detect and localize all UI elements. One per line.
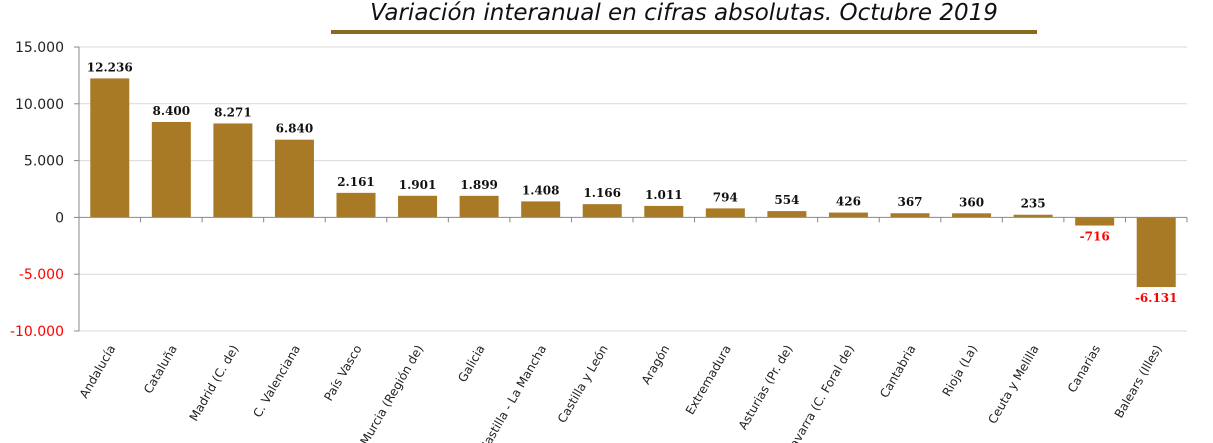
x-tick-label: Murcia (Región de) <box>358 343 427 443</box>
value-label: 360 <box>959 195 984 209</box>
value-label: 367 <box>897 195 922 209</box>
x-tick-label: Extremadura <box>683 343 734 418</box>
chart-title: Variación interanual en cifras absolutas… <box>370 0 998 26</box>
x-tick-label: Castilla - La Mancha <box>477 343 549 443</box>
bar <box>213 123 253 218</box>
value-label: -716 <box>1080 230 1110 244</box>
x-tick-label: Rioja (La) <box>940 343 981 399</box>
value-label: 1.011 <box>645 188 683 202</box>
y-tick-label: -10.000 <box>10 324 64 340</box>
x-tick-label: Cantabria <box>877 343 918 401</box>
bar <box>90 78 130 218</box>
bar <box>459 195 499 218</box>
bar <box>952 213 992 218</box>
value-label: 1.408 <box>522 183 560 197</box>
x-tick-label: Castilla y León <box>555 343 611 426</box>
bar <box>274 139 314 218</box>
value-label: 235 <box>1021 197 1046 211</box>
y-tick-label: -5.000 <box>19 267 64 283</box>
value-label: 1.166 <box>583 186 621 200</box>
value-label: 8.271 <box>214 105 252 119</box>
x-tick-label: Balears (Illes) <box>1112 343 1165 421</box>
value-label: 426 <box>836 195 861 209</box>
value-label: 554 <box>774 193 799 207</box>
bar <box>767 211 807 218</box>
x-tick-label: País Vasco <box>321 343 364 404</box>
x-tick-label: Navarra (C. Foral de) <box>782 343 857 443</box>
x-tick-label: Galicia <box>455 342 487 384</box>
x-tick-label: Asturias (Pr. de) <box>736 343 796 433</box>
y-tick-label: 5.000 <box>24 154 64 170</box>
title-underline <box>331 30 1037 34</box>
x-tick-label: Ceuta y Melilla <box>985 343 1041 427</box>
bar <box>1013 214 1053 218</box>
bar <box>890 213 930 218</box>
value-label: 6.840 <box>276 122 314 136</box>
value-label: 12.236 <box>87 60 133 74</box>
value-label: 1.901 <box>399 178 437 192</box>
value-label: 8.400 <box>153 104 191 118</box>
bar <box>705 208 745 218</box>
y-tick-label: 15.000 <box>15 40 64 56</box>
bar <box>336 192 376 218</box>
x-tick-label: Andalucía <box>77 343 119 401</box>
y-tick-label: 10.000 <box>15 97 64 113</box>
value-label: -6.131 <box>1135 291 1178 305</box>
x-tick-label: C. Valenciana <box>250 343 303 420</box>
y-tick-label: 0 <box>55 210 64 226</box>
bar <box>1075 217 1115 226</box>
bar <box>582 204 622 218</box>
bar <box>1136 217 1176 288</box>
value-label: 1.899 <box>460 178 498 192</box>
value-label: 794 <box>713 190 738 204</box>
bar <box>398 195 438 218</box>
bar <box>644 205 684 218</box>
x-tick-label: Madrid (C. de) <box>187 343 242 424</box>
x-tick-label: Aragón <box>639 343 673 387</box>
bar <box>828 212 868 218</box>
bar <box>521 201 561 218</box>
x-tick-label: Cataluña <box>141 343 180 397</box>
x-tick-label: Canarias <box>1065 343 1103 396</box>
bar <box>151 121 191 218</box>
value-label: 2.161 <box>337 175 375 189</box>
